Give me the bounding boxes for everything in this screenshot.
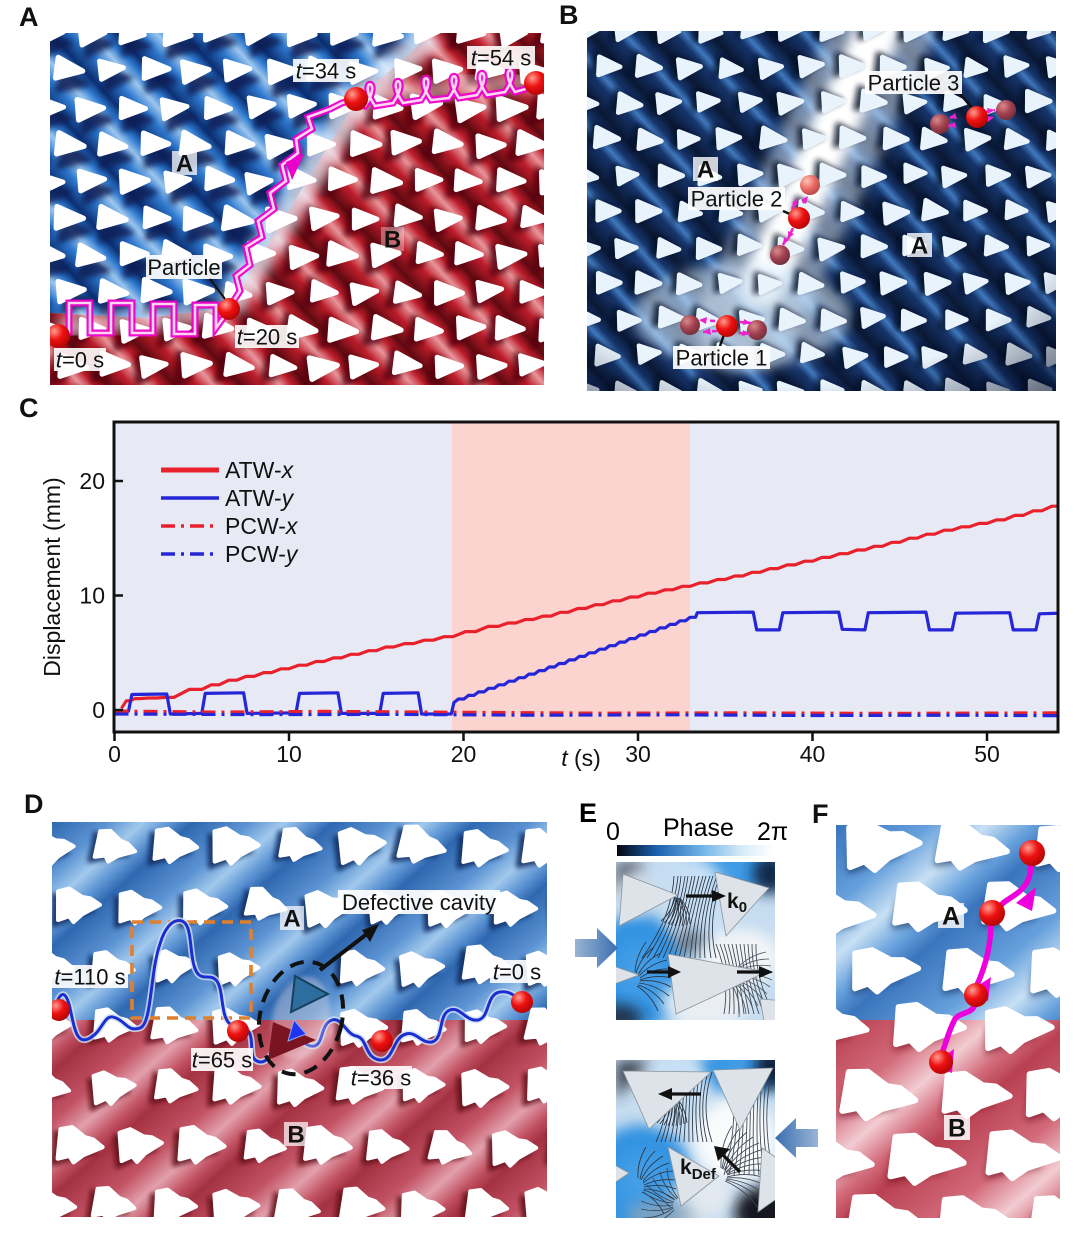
svg-text:A: A (283, 906, 300, 933)
svg-text:PCW-x: PCW-x (225, 513, 299, 539)
svg-text:ATW-x: ATW-x (225, 457, 295, 483)
svg-text:B: B (384, 227, 401, 254)
svg-text:0: 0 (108, 741, 121, 767)
svg-text:10: 10 (79, 583, 105, 609)
svg-text:Particle: Particle (147, 255, 220, 280)
svg-text:t=34 s: t=34 s (296, 58, 357, 83)
svg-text:t=36 s: t=36 s (351, 1065, 412, 1090)
svg-text:t=20 s: t=20 s (237, 324, 298, 349)
svg-text:t=65 s: t=65 s (192, 1047, 253, 1072)
svg-text:20: 20 (451, 741, 477, 767)
svg-text:40: 40 (800, 741, 826, 767)
svg-text:50: 50 (974, 741, 1000, 767)
svg-text:PCW-y: PCW-y (225, 541, 299, 567)
svg-text:t (s): t (s) (561, 745, 601, 771)
svg-text:t=0 s: t=0 s (56, 347, 104, 372)
svg-text:t=110 s: t=110 s (54, 964, 125, 989)
svg-text:B: B (948, 1115, 966, 1143)
svg-text:ATW-y: ATW-y (225, 485, 295, 511)
svg-text:t=0 s: t=0 s (493, 959, 541, 984)
svg-text:30: 30 (625, 741, 651, 767)
svg-text:0: 0 (92, 697, 105, 723)
svg-text:Particle 3: Particle 3 (868, 70, 960, 95)
svg-text:A: A (176, 151, 193, 178)
svg-text:10: 10 (276, 741, 302, 767)
svg-text:A: A (697, 157, 714, 184)
svg-text:B: B (287, 1122, 304, 1149)
svg-text:Displacement (mm): Displacement (mm) (39, 477, 65, 676)
svg-text:Particle 2: Particle 2 (691, 186, 783, 211)
svg-text:A: A (911, 233, 928, 260)
svg-text:t=54 s: t=54 s (471, 45, 532, 70)
svg-text:Particle 1: Particle 1 (676, 345, 768, 370)
svg-text:20: 20 (79, 468, 105, 494)
svg-text:Defective cavity: Defective cavity (342, 890, 496, 915)
svg-text:A: A (942, 903, 960, 931)
